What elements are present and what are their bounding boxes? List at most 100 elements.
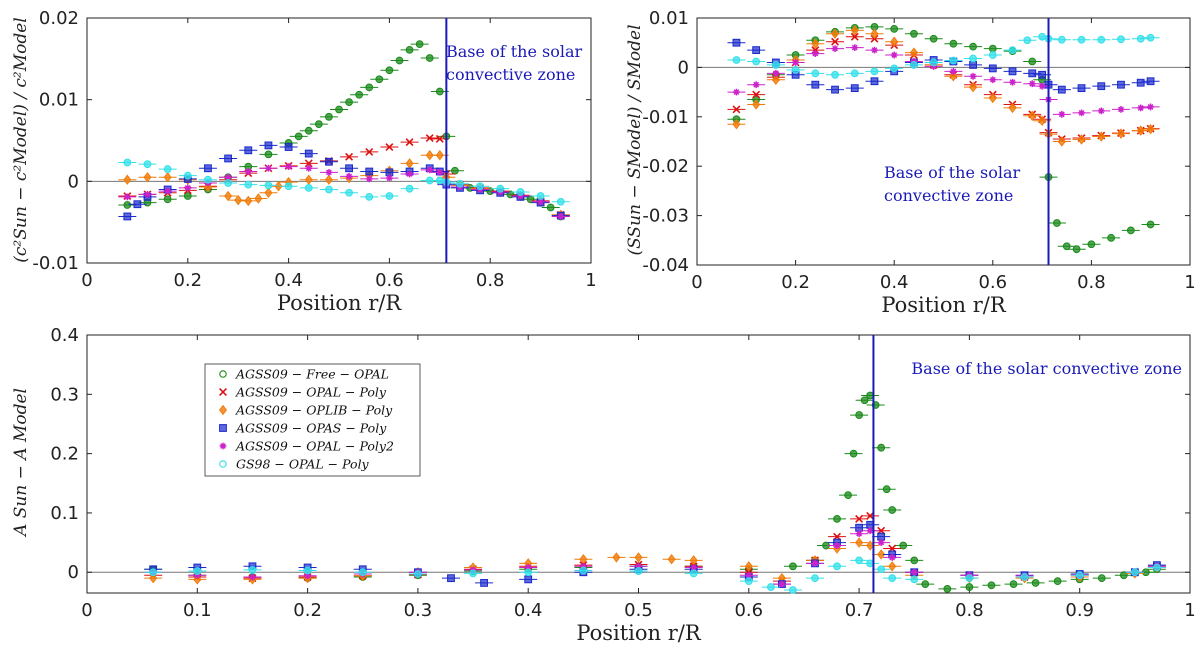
data-point: [244, 180, 253, 189]
data-point: [811, 46, 820, 55]
data-point: [866, 511, 875, 520]
data-point: [183, 171, 192, 180]
data-point: [910, 556, 919, 565]
data-point: [244, 146, 253, 155]
plot-frame: [86, 17, 592, 264]
data-point: [1137, 104, 1145, 112]
data-point: [345, 152, 354, 161]
data-point: [183, 192, 192, 200]
data-point: [866, 527, 874, 535]
y-tick-label: -0.04: [642, 255, 689, 276]
legend-marker: [219, 388, 227, 396]
x-tick-label: 0.6: [978, 272, 1007, 293]
data-point: [385, 143, 394, 151]
data-point: [123, 174, 132, 185]
data-point: [304, 149, 313, 158]
data-point: [771, 61, 780, 69]
data-point: [325, 168, 333, 176]
data-point: [365, 147, 374, 156]
data-point: [1075, 571, 1084, 580]
data-point: [855, 556, 863, 565]
data-point: [224, 190, 233, 202]
series-AGSS09-OPAS-Poly: [144, 520, 1166, 589]
series-AGSS09-OPLIB-Poly: [144, 537, 1166, 585]
y-tick-label: 0.01: [649, 8, 689, 29]
data-point: [969, 61, 977, 69]
legend-box: [204, 363, 421, 477]
data-point: [405, 158, 414, 169]
data-point: [557, 213, 565, 220]
data-point: [375, 75, 384, 84]
data-point: [877, 539, 885, 546]
data-point: [831, 85, 839, 94]
data-point: [284, 182, 293, 191]
x-tick-label: 0.4: [514, 600, 543, 621]
data-point: [1008, 67, 1017, 76]
data-point: [1136, 34, 1145, 43]
data-point: [988, 64, 997, 73]
data-point: [752, 99, 761, 110]
series-AGSS09-Free-OPAL: [727, 22, 1160, 254]
legend-label: AGSS09 − OPAS − Poly: [235, 421, 387, 436]
data-point: [792, 59, 799, 66]
data-point: [877, 443, 886, 452]
x-tick-label: 0.5: [624, 600, 653, 621]
y-tick-label: 0.3: [50, 384, 79, 405]
data-point: [224, 154, 233, 163]
y-tick-label: -0.02: [642, 156, 689, 177]
data-point: [425, 54, 434, 62]
data-point: [689, 569, 698, 578]
data-point: [833, 514, 841, 523]
data-point: [325, 185, 333, 194]
legend-label: AGSS09 − OPAL − Poly2: [235, 439, 394, 454]
data-point: [1097, 574, 1106, 583]
data-point: [1028, 69, 1037, 78]
y-tick-label: 0: [68, 562, 79, 583]
data-point: [335, 105, 343, 114]
data-point: [789, 586, 797, 594]
data-point: [766, 583, 775, 591]
data-point: [877, 549, 886, 560]
data-point: [303, 566, 312, 575]
data-point: [386, 174, 393, 182]
data-point: [1116, 128, 1126, 139]
data-point: [164, 187, 172, 195]
x-tick-label: 0.8: [955, 600, 984, 621]
x-tick-label: 0.2: [781, 272, 810, 293]
data-point: [143, 160, 152, 169]
data-point: [149, 572, 158, 584]
x-tick-label: 0.8: [1077, 272, 1106, 293]
data-point: [732, 38, 741, 47]
data-point: [324, 174, 333, 185]
data-point: [732, 105, 741, 114]
data-point: [1146, 220, 1155, 229]
data-point: [1023, 36, 1032, 45]
data-point: [579, 566, 588, 575]
data-point: [855, 514, 864, 523]
data-point: [1028, 57, 1037, 66]
data-point: [149, 568, 158, 577]
data-point: [635, 562, 642, 570]
data-point: [1087, 240, 1096, 249]
data-point: [811, 50, 819, 57]
data-point: [733, 88, 740, 96]
x-tick-label: 0.7: [845, 600, 874, 621]
data-point: [850, 69, 859, 78]
x-tick-label: 0.2: [173, 270, 202, 291]
data-point: [844, 491, 852, 500]
data-point: [690, 564, 698, 571]
data-point: [345, 188, 353, 197]
legend-marker: [219, 370, 227, 378]
series-AGSS09-OPAS-Poly: [727, 38, 1160, 94]
data-point: [524, 564, 532, 571]
data-point: [249, 573, 256, 581]
data-point: [771, 74, 780, 85]
data-point: [921, 580, 930, 589]
x-axis-label: Position r/R: [576, 621, 702, 645]
data-point: [395, 56, 404, 65]
y-tick-label: 0.1: [50, 503, 79, 524]
data-point: [831, 45, 839, 53]
data-point: [204, 164, 212, 173]
data-point: [987, 581, 996, 590]
data-point: [752, 57, 761, 66]
